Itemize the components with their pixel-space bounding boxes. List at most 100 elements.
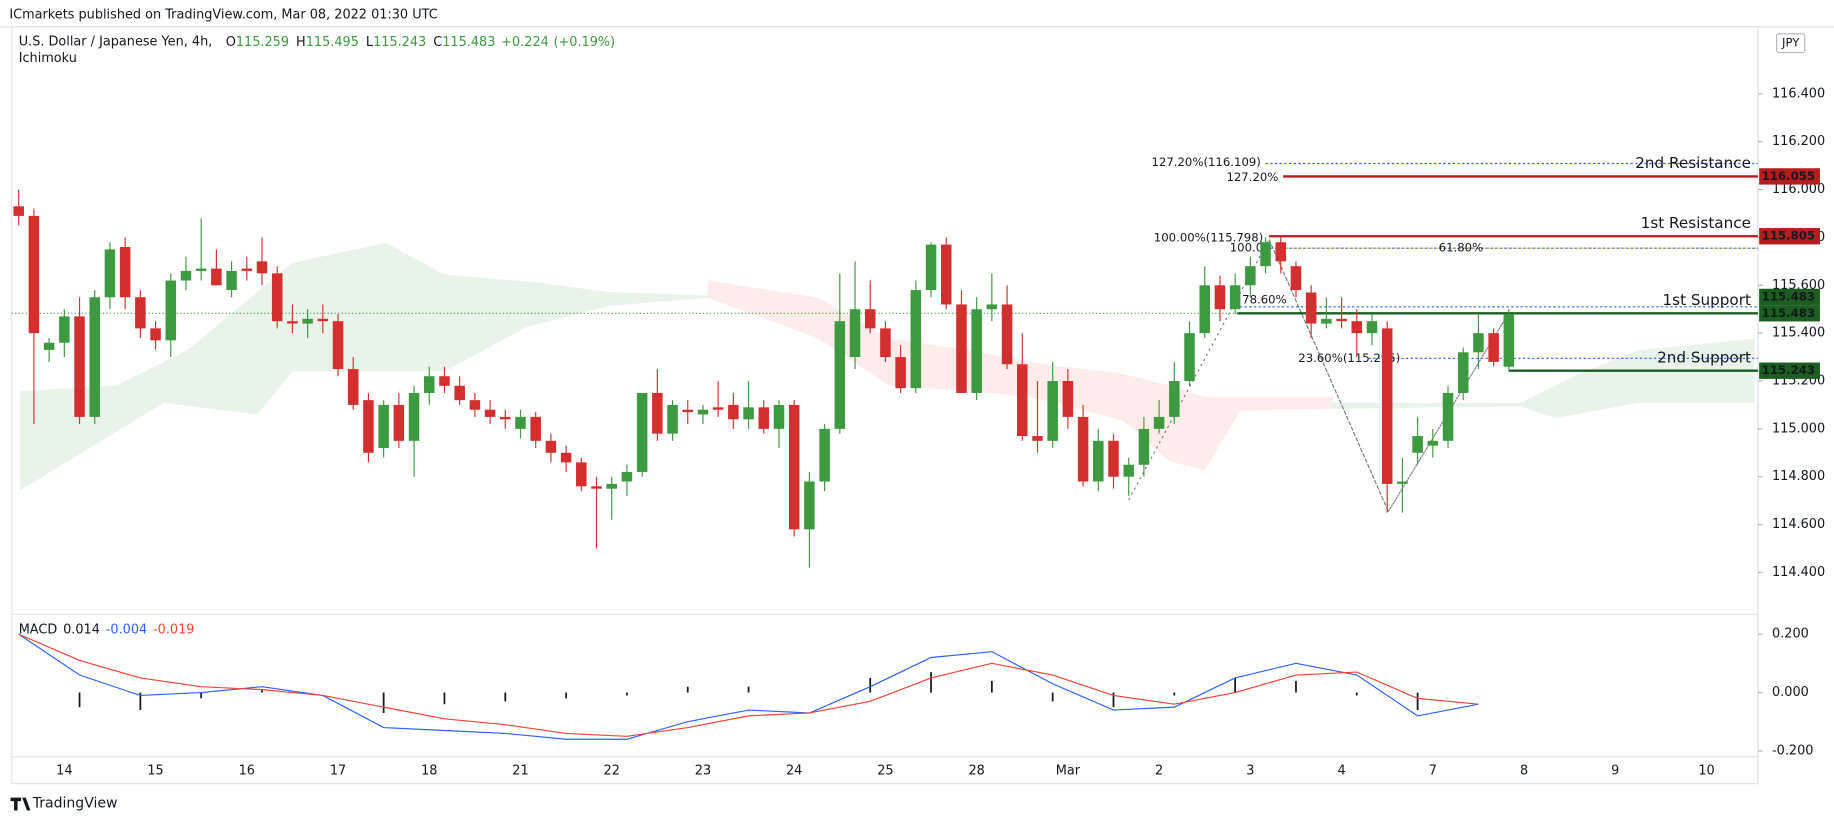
- candle-body: [1381, 328, 1393, 484]
- time-label: 21: [512, 763, 528, 778]
- macd-legend-value: -0.004: [106, 622, 147, 637]
- candle-body: [439, 376, 450, 386]
- tradingview-logo: [10, 797, 31, 811]
- candle-body: [712, 407, 724, 410]
- candle-body: [530, 416, 541, 441]
- candle-body: [804, 481, 815, 530]
- candle-body: [363, 400, 374, 453]
- candle-body: [834, 321, 846, 429]
- candle-body: [104, 249, 116, 298]
- pattern-line: [1268, 239, 1389, 512]
- time-label: 23: [695, 763, 711, 778]
- candle-body: [43, 342, 55, 350]
- macd-legend-value: -0.019: [153, 622, 194, 637]
- candle-body: [971, 309, 982, 393]
- candle-body: [1153, 416, 1165, 429]
- fib-label: 61.80%: [1439, 241, 1484, 255]
- ohlc-key: H: [296, 35, 306, 50]
- level-name: 2nd Support: [1657, 348, 1751, 366]
- ohlc-key: O: [226, 35, 236, 50]
- price-tick-label: 115.400: [1772, 326, 1825, 341]
- candle-body: [1397, 481, 1408, 484]
- candle-body: [150, 328, 161, 341]
- candle-body: [317, 318, 329, 322]
- candle-body: [454, 385, 465, 401]
- price-tick-label: 116.000: [1772, 182, 1825, 197]
- candle-body: [1093, 440, 1104, 482]
- fib-label: 100.00%(115.798): [1154, 230, 1263, 244]
- time-label: 16: [239, 763, 255, 778]
- time-label: 28: [968, 763, 984, 778]
- ohlc-key: C: [433, 35, 442, 50]
- candle-body: [332, 321, 344, 370]
- macd-line: [18, 633, 1479, 740]
- candle-body: [226, 270, 237, 291]
- candle-body: [119, 247, 131, 298]
- price-tick-label: 114.600: [1772, 517, 1825, 532]
- candle-body: [89, 297, 101, 417]
- candle-body: [271, 273, 283, 322]
- candle-body: [256, 261, 268, 274]
- candle-body: [925, 244, 937, 291]
- candle-body: [393, 404, 405, 441]
- fib-label: 23.60%(115.295): [1298, 351, 1400, 365]
- candle-body: [849, 309, 861, 358]
- change: +0.224: [501, 35, 549, 50]
- candle-body: [302, 318, 313, 324]
- candle-body: [241, 268, 253, 271]
- candle-body: [636, 392, 648, 472]
- time-label: 18: [421, 763, 437, 778]
- candle-body: [135, 297, 146, 329]
- macd-tick-label: 0.200: [1772, 627, 1809, 642]
- time-label: 25: [877, 763, 893, 778]
- time-label: 24: [786, 763, 802, 778]
- signal-line: [18, 633, 1479, 737]
- candle-body: [469, 400, 481, 410]
- time-label: 15: [147, 763, 163, 778]
- price-tick-label: 115.000: [1772, 421, 1825, 436]
- candle-body: [1199, 285, 1210, 334]
- ohlc-key: L: [366, 35, 374, 50]
- candle-body: [1214, 285, 1226, 310]
- level-name: 1st Resistance: [1641, 214, 1751, 232]
- candle-body: [211, 268, 222, 286]
- macd-legend-value: 0.014: [63, 622, 100, 637]
- cloud-bull: [19, 242, 708, 491]
- level-price: 115.243: [1762, 363, 1815, 377]
- ohlc-legend: O115.259 H115.495 L115.243 C115.483 +0.224 (+…: [226, 35, 615, 50]
- price-tick-label: 116.400: [1772, 86, 1825, 101]
- ohlc-value: 115.483: [442, 35, 495, 50]
- macd-tick-label: -0.200: [1772, 743, 1813, 758]
- candle-body: [484, 409, 496, 417]
- price-tick-label: 114.800: [1772, 469, 1825, 484]
- candle-body: [180, 270, 192, 281]
- candle-body: [1077, 416, 1089, 482]
- candle-body: [1032, 436, 1043, 441]
- time-label: 2: [1155, 763, 1163, 778]
- level-price: 115.805: [1762, 229, 1815, 243]
- time-label: 10: [1698, 763, 1714, 778]
- time-label: 3: [1246, 763, 1254, 778]
- time-label: 4: [1337, 763, 1345, 778]
- macd-legend: MACD 0.014 -0.004 -0.019: [19, 622, 195, 637]
- ohlc-value: 115.243: [373, 35, 426, 50]
- candle-body: [910, 290, 922, 389]
- candle-body: [1229, 285, 1241, 310]
- time-label: 17: [330, 763, 346, 778]
- candle-body: [606, 483, 617, 489]
- candle-body: [1275, 242, 1287, 262]
- time-label: 9: [1611, 763, 1619, 778]
- candle-body: [743, 407, 754, 420]
- price-tick-label: 116.200: [1772, 134, 1825, 149]
- candle-body: [408, 392, 420, 441]
- level-name: 1st Support: [1662, 291, 1751, 309]
- candle-body: [1427, 440, 1439, 446]
- currency: JPY: [1781, 36, 1800, 50]
- time-label: Mar: [1056, 763, 1081, 778]
- candle-body: [1473, 333, 1484, 353]
- candle-body: [728, 404, 739, 420]
- macd-tick-label: 0.000: [1772, 685, 1809, 700]
- candle-body: [1138, 428, 1150, 465]
- candle-body: [1488, 333, 1499, 362]
